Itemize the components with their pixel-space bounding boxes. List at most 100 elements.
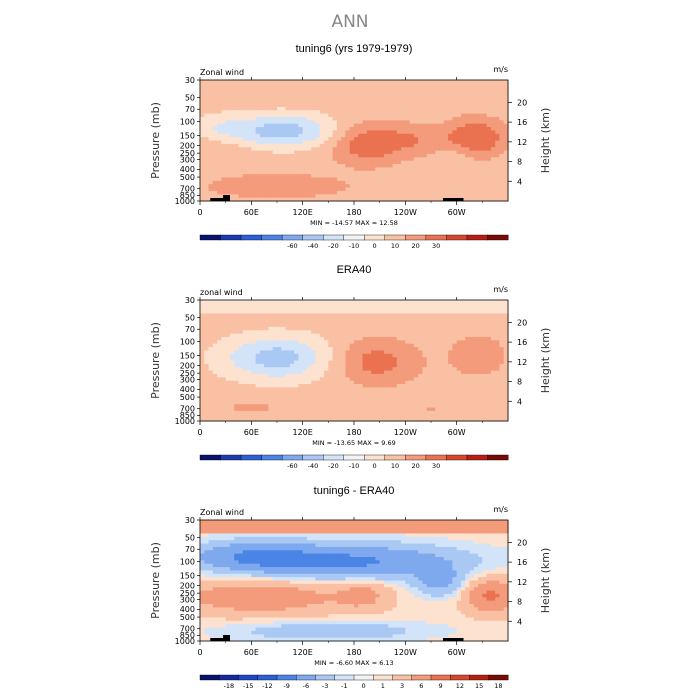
field-cell: [366, 184, 372, 189]
field-cell: [277, 417, 282, 422]
field-cell: [221, 184, 227, 189]
field-cell: [302, 127, 308, 132]
field-cell: [473, 127, 479, 132]
field-cell: [315, 390, 321, 395]
field-cell: [366, 353, 372, 358]
field-cell: [418, 380, 424, 385]
field-cell: [495, 187, 501, 192]
field-cell: [482, 86, 488, 91]
field-cell: [405, 96, 411, 101]
field-cell: [277, 120, 282, 125]
field-cell: [418, 323, 424, 328]
field-cell: [251, 123, 257, 128]
field-cell: [383, 127, 389, 132]
field-cell: [349, 417, 355, 422]
field-cell: [431, 387, 436, 392]
field-cell: [426, 350, 432, 355]
field-cell: [259, 377, 265, 382]
field-cell: [255, 367, 261, 372]
field-cell: [401, 110, 406, 115]
field-cell: [259, 333, 265, 338]
field-cell: [306, 320, 312, 325]
field-cell: [336, 384, 342, 388]
field-cell: [469, 347, 475, 352]
field-cell: [396, 323, 402, 328]
field-cell: [452, 350, 458, 355]
field-cell: [469, 110, 475, 115]
field-cell: [473, 133, 479, 138]
field-cell: [225, 153, 231, 158]
field-cell: [268, 360, 274, 365]
field-cell: [448, 123, 453, 128]
field-cell: [362, 313, 368, 318]
field-cell: [306, 137, 312, 142]
field-cell: [281, 333, 287, 338]
field-cell: [435, 177, 441, 182]
field-cell: [405, 116, 411, 121]
field-cell: [371, 170, 376, 175]
field-cell: [324, 133, 329, 138]
field-cell: [456, 347, 462, 352]
field-cell: [465, 340, 471, 345]
field-cell: [336, 184, 342, 189]
field-cell: [324, 380, 329, 385]
field-cell: [405, 164, 411, 168]
field-cell: [328, 347, 334, 352]
field-cell: [221, 410, 227, 415]
field-cell: [234, 93, 240, 98]
field-cell: [426, 113, 432, 118]
field-cell: [204, 194, 210, 199]
field-cell: [212, 113, 218, 118]
field-cell: [465, 347, 471, 352]
y-tick-label: 250: [180, 149, 195, 158]
field-cell: [426, 310, 432, 315]
field-cell: [413, 363, 419, 368]
field-cell: [311, 110, 317, 115]
field-cell: [268, 333, 274, 338]
field-cell: [264, 363, 270, 368]
field-cell: [439, 357, 445, 362]
field-cell: [478, 90, 483, 95]
field-cell: [401, 373, 406, 378]
field-cell: [272, 116, 278, 121]
field-cell: [431, 377, 436, 382]
field-cell: [473, 174, 479, 179]
field-cell: [366, 384, 372, 388]
field-cell: [495, 170, 501, 175]
field-cell: [200, 410, 205, 415]
field-cell: [443, 384, 449, 388]
field-cell: [426, 133, 432, 138]
field-cell: [448, 150, 453, 155]
field-cell: [418, 90, 424, 95]
field-cell: [229, 157, 235, 162]
field-cell: [259, 343, 265, 348]
field-cell: [418, 80, 424, 84]
field-cell: [495, 160, 501, 165]
field-cell: [302, 390, 308, 395]
field-cell: [435, 103, 441, 108]
field-cell: [443, 404, 449, 409]
field-cell: [366, 103, 372, 108]
field-cell: [208, 177, 214, 182]
field-cell: [277, 323, 282, 328]
field-cell: [324, 110, 329, 115]
field-cell: [413, 367, 419, 372]
field-cell: [358, 390, 364, 395]
field-cell: [204, 100, 210, 105]
field-cell: [277, 410, 282, 415]
field-cell: [221, 90, 227, 95]
field-cell: [281, 410, 287, 415]
field-cell: [259, 187, 265, 192]
field-cell: [345, 380, 351, 385]
field-cell: [362, 160, 368, 165]
field-cell: [392, 400, 398, 405]
field-cell: [221, 320, 227, 325]
field-cell: [341, 394, 347, 399]
field-cell: [456, 387, 462, 392]
field-cell: [422, 390, 428, 395]
field-cell: [217, 164, 222, 168]
field-cell: [247, 184, 252, 189]
field-cell: [242, 357, 248, 362]
field-cell: [336, 140, 342, 145]
field-cell: [469, 417, 475, 422]
